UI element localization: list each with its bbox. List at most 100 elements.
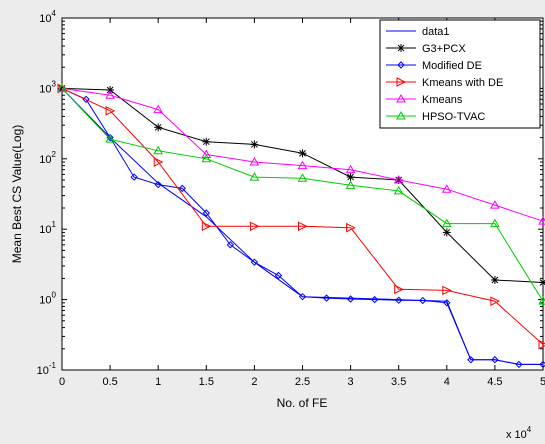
series-marker-triangle-up	[396, 110, 406, 120]
series-marker-triangle-right	[57, 83, 68, 94]
series-line	[61, 87, 543, 365]
series-hpso-tvac	[57, 83, 545, 305]
legend: data1 G3+PCX Modified DE Kmeans with DE Kmea…	[379, 19, 541, 129]
series-marker-diamond	[154, 180, 162, 189]
series-marker-triangle-up	[490, 218, 500, 228]
series-marker-diamond	[419, 296, 427, 305]
series-marker-triangle-right	[396, 77, 407, 87]
legend-label: HPSO-TVAC	[422, 111, 485, 123]
x-tick-label: 0	[59, 376, 65, 388]
series-line	[61, 88, 544, 302]
series-marker-diamond	[346, 295, 355, 303]
series-marker-diamond	[274, 271, 283, 280]
legend-entry: data1	[386, 26, 450, 38]
axis-ticks: 0 0.5 1 1.5 2 2.5 3 3.5 4 4.5 5 10-1 100 101 102 103 104	[37, 9, 545, 388]
x-tick-label: 1.5	[199, 376, 214, 388]
series-marker-triangle-up	[153, 104, 164, 114]
legend-label: Kmeans	[422, 94, 463, 106]
series-marker-diamond	[491, 356, 499, 364]
x-tick-label: 2.5	[295, 376, 310, 388]
series-marker-triangle-up	[490, 200, 500, 209]
series-marker-triangle-up	[105, 90, 115, 99]
series-marker-triangle-up	[297, 173, 308, 182]
series-marker-star	[202, 137, 211, 146]
series-marker-triangle-up	[153, 145, 164, 155]
y-tick-label: 101	[39, 220, 56, 236]
series-kmeans-with-de	[57, 83, 545, 350]
series-marker-diamond	[202, 209, 211, 217]
series-marker-diamond	[322, 294, 331, 302]
y-tick-label: 104	[39, 9, 56, 25]
series-marker-diamond	[178, 184, 186, 193]
series-marker-triangle-up	[201, 153, 212, 163]
series-marker-star	[106, 85, 115, 94]
series-marker-triangle-up	[538, 216, 545, 225]
series-marker-triangle-up	[396, 93, 406, 103]
series-marker-diamond	[467, 356, 475, 364]
series-marker-star	[298, 149, 307, 158]
series-layer	[57, 83, 545, 369]
series-marker-triangle-right	[249, 221, 260, 232]
legend-entry: Kmeans	[386, 93, 463, 106]
series-marker-diamond	[250, 258, 259, 266]
x-tick-label: 1	[155, 376, 161, 388]
series-marker-diamond	[226, 241, 235, 249]
series-marker-star	[250, 140, 259, 149]
series-marker-star	[346, 173, 355, 182]
series-marker-diamond	[370, 295, 379, 304]
series-marker-triangle-right	[490, 296, 501, 306]
y-tick-label: 100	[39, 291, 56, 307]
legend-entry: Modified DE	[386, 60, 482, 72]
series-marker-star	[539, 278, 545, 287]
legend-label: Kmeans with DE	[422, 77, 503, 89]
series-marker-triangle-up	[441, 184, 452, 193]
y-tick-label: 103	[39, 79, 56, 95]
x-multiplier-exp: 4	[527, 425, 532, 434]
series-marker-diamond	[539, 360, 545, 369]
series-marker-triangle-up	[345, 180, 356, 189]
series-marker-triangle-up	[201, 149, 212, 159]
series-marker-diamond	[397, 61, 405, 69]
x-axis-label: No. of FE	[277, 396, 328, 410]
x-multiplier: x 104	[506, 425, 532, 441]
series-marker-triangle-right	[153, 157, 164, 167]
x-tick-label: 3.5	[391, 376, 406, 388]
legend-label: Modified DE	[422, 60, 482, 72]
legend-entry: G3+PCX	[386, 43, 466, 55]
series-marker-triangle-right	[105, 106, 116, 116]
series-marker-triangle-up	[249, 172, 260, 181]
series-marker-diamond	[130, 173, 138, 181]
x-multiplier-base: x 10	[506, 429, 527, 441]
series-marker-triangle-right	[442, 285, 452, 296]
series-marker-star	[397, 44, 405, 52]
x-tick-label: 4.5	[487, 376, 502, 388]
x-tick-label: 4	[444, 376, 450, 388]
legend-label: G3+PCX	[422, 43, 466, 55]
legend-entry: HPSO-TVAC	[386, 110, 485, 123]
series-marker-star	[490, 275, 499, 284]
series-marker-triangle-up	[345, 164, 356, 174]
series-marker-triangle-up	[105, 134, 115, 143]
legend-box	[379, 19, 541, 129]
x-tick-label: 5	[540, 376, 545, 388]
series-marker-star	[442, 228, 451, 237]
series-marker-triangle-up	[57, 83, 67, 92]
series-marker-triangle-right	[298, 221, 308, 232]
legend-label: data1	[422, 26, 450, 38]
series-marker-diamond	[443, 299, 451, 307]
x-tick-label: 3	[348, 376, 354, 388]
series-marker-diamond	[298, 292, 307, 301]
series-marker-triangle-up	[393, 185, 404, 195]
series-marker-triangle-up	[297, 160, 308, 170]
series-marker-diamond	[394, 296, 403, 304]
series-marker-triangle-right	[538, 339, 545, 350]
series-marker-triangle-up	[538, 296, 545, 305]
series-marker-star	[154, 123, 163, 132]
series-marker-triangle-up	[393, 174, 404, 184]
series-line	[61, 87, 544, 345]
series-marker-triangle-up	[249, 157, 260, 166]
series-line	[61, 87, 544, 222]
y-tick-label: 102	[39, 150, 56, 166]
series-marker-triangle-right	[201, 221, 212, 232]
